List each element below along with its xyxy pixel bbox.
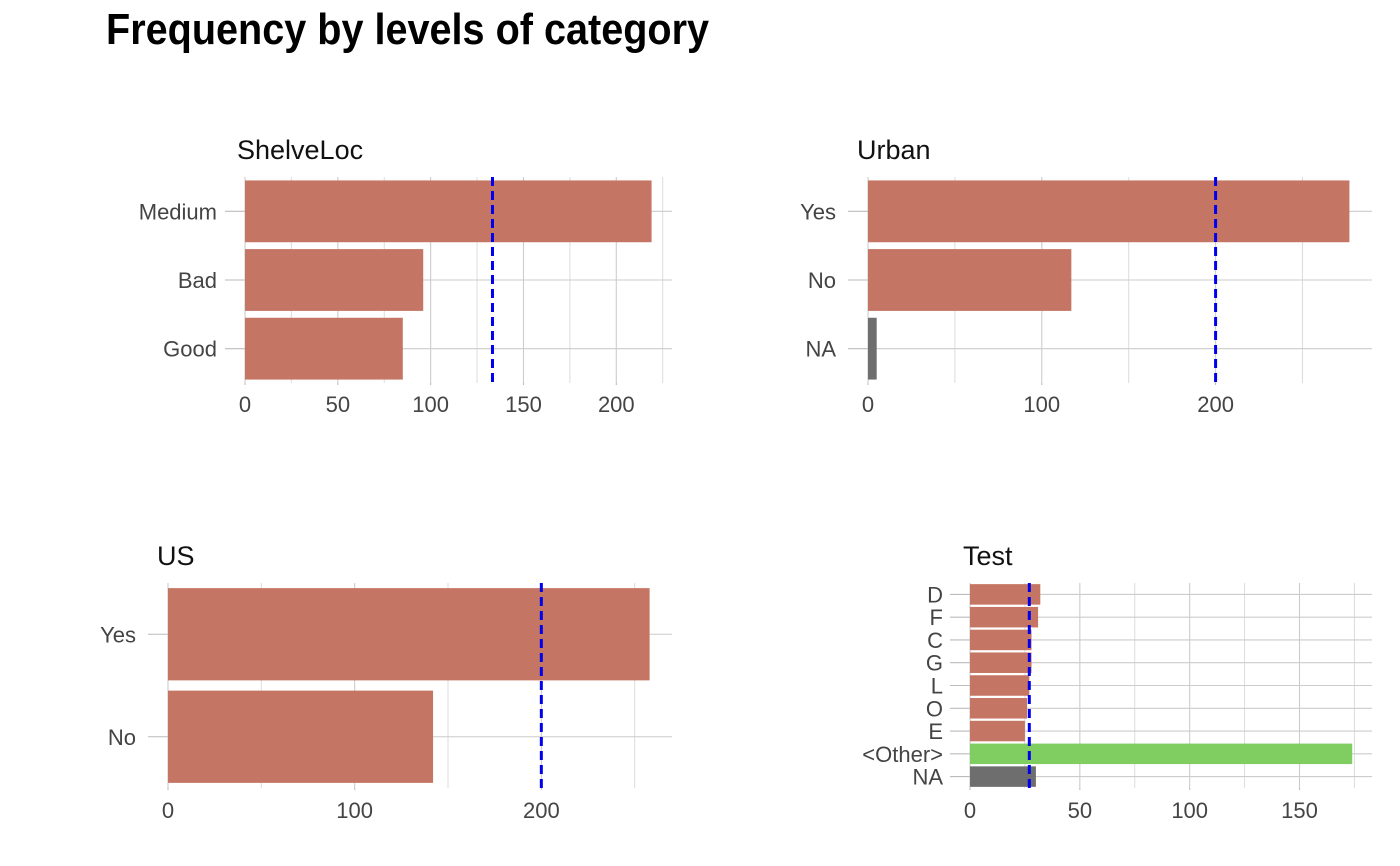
x-tick-label: 200 xyxy=(1197,392,1234,417)
bar-na xyxy=(970,766,1036,787)
bar-na xyxy=(868,317,877,380)
panel-shelveloc: Medium Bad Good 0 50 100 150 200 ShelveLoc xyxy=(139,135,672,417)
x-tick-label: 0 xyxy=(964,798,976,823)
panel-urban: Yes No NA 0 100 200 Urban xyxy=(800,135,1372,417)
y-tick-label: Medium xyxy=(139,199,217,224)
bar-f xyxy=(970,606,1039,628)
x-tick-label: 200 xyxy=(523,798,560,823)
bar-l xyxy=(970,675,1030,696)
y-tick-label: O xyxy=(926,696,943,721)
bar-o xyxy=(970,698,1028,719)
y-tick-label: F xyxy=(930,605,943,630)
x-tick-label: 150 xyxy=(1281,798,1318,823)
y-tick-label: E xyxy=(928,719,943,744)
bar-other xyxy=(970,743,1353,765)
x-tick-label: 100 xyxy=(1171,798,1208,823)
panel-title: Test xyxy=(963,541,1013,571)
bar-yes xyxy=(168,588,650,681)
bar-no xyxy=(868,249,1072,311)
y-tick-label: <Other> xyxy=(862,742,943,767)
bar-e xyxy=(970,720,1025,742)
y-tick-label: NA xyxy=(912,765,943,790)
y-tick-label: Bad xyxy=(178,268,217,293)
x-tick-label: 200 xyxy=(598,392,635,417)
y-tick-label: L xyxy=(931,674,943,699)
y-tick-label: C xyxy=(927,628,943,653)
x-tick-label: 100 xyxy=(412,392,449,417)
y-tick-label: G xyxy=(926,651,943,676)
bar-yes xyxy=(868,180,1350,243)
panel-title: US xyxy=(157,541,195,571)
y-tick-label: Yes xyxy=(100,622,136,647)
x-tick-label: 0 xyxy=(162,798,174,823)
x-tick-label: 0 xyxy=(862,392,874,417)
bar-c xyxy=(970,629,1032,651)
y-tick-label: No xyxy=(108,725,136,750)
bar-d xyxy=(970,584,1041,605)
y-tick-label: No xyxy=(808,268,836,293)
x-tick-label: 100 xyxy=(1023,392,1060,417)
panel-title: ShelveLoc xyxy=(237,135,363,165)
x-tick-label: 150 xyxy=(505,392,542,417)
y-tick-label: Good xyxy=(163,337,217,362)
bar-good xyxy=(245,317,403,380)
bar-no xyxy=(168,690,434,783)
y-tick-label: NA xyxy=(805,337,836,362)
x-tick-label: 50 xyxy=(1068,798,1092,823)
bar-medium xyxy=(245,180,652,243)
bar-g xyxy=(970,652,1032,673)
y-tick-label: Yes xyxy=(800,199,836,224)
page-title: Frequency by levels of category xyxy=(106,5,710,54)
bar-bad xyxy=(245,249,424,311)
x-tick-label: 100 xyxy=(336,798,373,823)
panel-us: Yes No 0 100 200 US xyxy=(100,541,672,823)
y-tick-label: D xyxy=(927,582,943,607)
x-tick-label: 0 xyxy=(239,392,251,417)
x-tick-label: 50 xyxy=(326,392,350,417)
panel-title: Urban xyxy=(857,135,931,165)
